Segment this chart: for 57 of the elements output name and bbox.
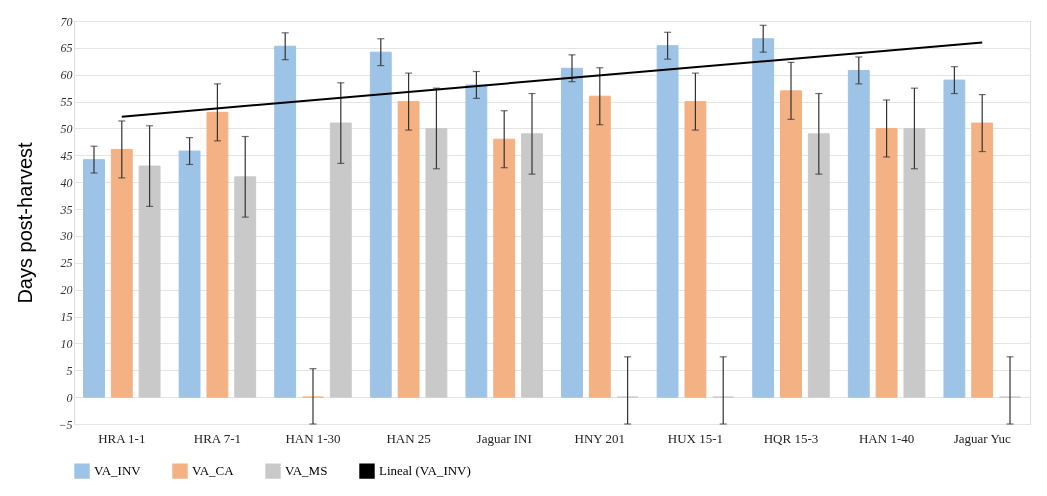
bar [178,150,201,398]
x-tick-label: HUX 15-1 [667,430,724,446]
bar [234,176,257,398]
x-tick-label: HQR 15-3 [763,430,819,446]
bar [943,79,966,398]
y-tick-label: 20 [60,283,73,298]
bar [369,51,392,398]
bar [971,122,994,398]
y-tick-label: 50 [60,121,73,136]
bar [780,90,802,398]
bar [493,138,516,398]
bar [397,101,420,398]
x-tick-label: Jaguar INI [476,430,532,446]
bar [847,69,870,398]
bar [83,159,105,398]
bar [138,165,161,398]
bar [684,101,707,398]
legend-label: Lineal (VA_INV) [379,463,471,479]
y-tick-label: −5 [58,417,73,432]
legend-label: VA_MS [285,463,328,479]
bar [561,67,583,398]
legend-label: VA_CA [192,463,235,479]
y-tick-label: 5 [66,363,73,378]
y-tick-label: 0 [66,390,73,405]
x-tick-label: HAN 25 [386,430,431,446]
bar [465,84,488,398]
bar [206,111,229,398]
y-tick-label: 55 [60,95,73,110]
x-tick-label: Jaguar Yuc [953,430,1011,446]
x-tick-label: HNY 201 [574,430,626,446]
y-tick-label: 40 [60,175,73,190]
y-tick-label: 70 [60,14,73,29]
y-tick-label: 65 [60,41,73,56]
bar [329,122,352,398]
y-tick-label: 10 [60,336,73,351]
x-tick-label: HAN 1-40 [858,430,915,446]
x-tick-label: HRA 1-1 [98,430,146,446]
bar [588,95,611,398]
bar [903,127,926,398]
bar [110,148,133,398]
x-tick-label: HAN 1-30 [285,430,341,446]
y-tick-label: 35 [59,202,73,217]
y-tick-label: 15 [60,310,73,325]
y-tick-label: 25 [60,256,73,271]
bar [875,127,898,398]
y-tick-label: 45 [60,148,73,163]
bar [274,45,297,398]
y-axis-title: Days post-harvest [14,141,37,304]
bar [807,133,830,398]
bar [656,45,679,398]
bar [752,38,775,398]
y-tick-label: 60 [60,68,73,83]
legend-label: VA_INV [94,463,142,479]
bar [521,133,543,398]
y-tick-label: 30 [59,229,73,244]
x-tick-label: HRA 7-1 [193,430,242,446]
bar [425,127,448,398]
